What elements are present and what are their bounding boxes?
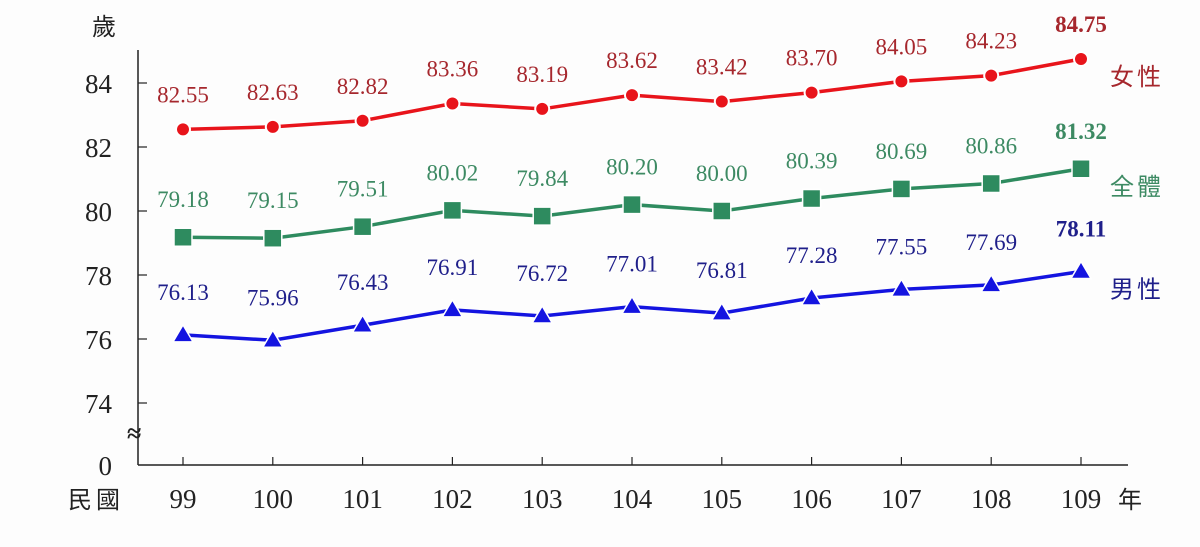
axes: 84 82 80 78 76 74 0 ≈99 100 101 102 103 104 105 106 107…: [85, 50, 1128, 514]
data-label: 83.62: [606, 48, 658, 73]
x-tick-label: 105: [702, 484, 743, 514]
legend-label: 女性: [1110, 64, 1164, 91]
data-point-square: [442, 200, 463, 221]
data-point-square: [712, 201, 732, 221]
data-point-square: [981, 173, 1001, 194]
data-point-square: [173, 227, 193, 247]
data-label: 79.51: [337, 177, 389, 202]
data-label: 76.13: [157, 280, 209, 305]
data-label: 77.55: [876, 234, 928, 259]
data-point-triangle: [1069, 260, 1093, 280]
x-tick-label: 100: [253, 484, 294, 514]
data-point-circle: [893, 73, 910, 90]
data-label: 76.43: [337, 270, 389, 295]
data-label: 78.11: [1056, 216, 1106, 241]
data-label: 79.15: [247, 188, 299, 213]
data-point-square: [263, 228, 283, 248]
data-label: 80.39: [786, 149, 838, 174]
data-label: 81.32: [1055, 119, 1107, 144]
data-point-circle: [175, 121, 191, 138]
data-label: 83.42: [696, 55, 748, 80]
y-tick-label: 80: [85, 197, 112, 227]
data-label: 80.69: [876, 139, 928, 164]
data-label: 76.91: [427, 255, 479, 280]
data-label: 76.81: [696, 258, 748, 283]
data-point-circle: [354, 112, 371, 129]
data-point-triangle: [620, 295, 644, 315]
data-label: 77.01: [606, 252, 658, 277]
data-point-circle: [713, 93, 730, 110]
data-label: 83.36: [427, 56, 479, 81]
data-label: 77.69: [965, 230, 1017, 255]
data-point-triangle: [171, 323, 195, 343]
y-tick-label: 76: [85, 325, 112, 355]
series-1: 79.18 79.15 79.51 80.02 79.84 80.20 80.00 80.39…: [157, 119, 1164, 248]
data-label: 83.19: [516, 62, 568, 87]
data-point-circle: [983, 67, 1000, 84]
data-label: 82.82: [337, 74, 389, 99]
data-point-triangle: [261, 328, 285, 349]
data-point-square: [891, 179, 912, 199]
data-point-triangle: [530, 304, 554, 324]
x-tick-label: 101: [342, 484, 383, 514]
data-point-square: [352, 216, 373, 237]
data-label: 84.23: [965, 29, 1017, 54]
x-axis-prefix: 民國: [68, 488, 124, 514]
data-label: 77.28: [786, 243, 838, 268]
data-label: 80.02: [427, 160, 479, 185]
legend-label: 男性: [1110, 276, 1164, 303]
y-axis-label: 歲: [92, 14, 116, 41]
x-tick-label: 99: [170, 484, 197, 514]
data-label: 82.55: [157, 82, 209, 107]
y-tick-label: 78: [85, 261, 112, 291]
data-point-circle: [1073, 51, 1089, 67]
y-tick-label: 74: [85, 389, 113, 419]
data-point-triangle: [441, 298, 464, 318]
x-tick-label: 102: [432, 484, 473, 514]
data-point-triangle: [979, 273, 1003, 293]
data-label: 79.18: [157, 187, 209, 212]
data-label: 84.05: [876, 34, 928, 59]
data-label: 82.63: [247, 80, 299, 105]
data-label: 79.84: [516, 166, 568, 191]
x-tick-label: 107: [881, 484, 922, 514]
legend-label: 全體: [1110, 174, 1164, 201]
data-point-triangle: [890, 277, 913, 298]
axis-break-mark: ≈: [127, 419, 141, 448]
data-point-square: [622, 194, 642, 215]
series-group: 82.55 82.63 82.82 83.36 83.19 83.62 83.42 83.70…: [157, 12, 1164, 349]
x-tick-label: 103: [522, 484, 563, 514]
y-tick-label: 84: [85, 69, 113, 99]
data-point-square: [532, 206, 552, 226]
data-label: 80.00: [696, 161, 748, 186]
y-tick-label: 82: [85, 133, 112, 163]
x-tick-label: 109: [1061, 484, 1102, 514]
data-point-circle: [444, 95, 461, 112]
data-point-circle: [624, 87, 640, 104]
y-tick-label: 0: [99, 451, 113, 481]
data-point-circle: [264, 118, 281, 135]
data-point-square: [1071, 159, 1091, 179]
series-0: 82.55 82.63 82.82 83.36 83.19 83.62 83.42 83.70…: [157, 12, 1164, 138]
data-label: 76.72: [516, 261, 568, 286]
data-point-triangle: [710, 301, 734, 321]
data-point-triangle: [800, 286, 823, 306]
data-label: 80.20: [606, 155, 658, 180]
data-point-circle: [803, 84, 820, 101]
data-label: 84.75: [1055, 12, 1107, 37]
x-axis-suffix: 年: [1118, 487, 1142, 514]
data-label: 83.70: [786, 46, 838, 71]
data-label: 75.96: [247, 285, 299, 310]
data-point-circle: [534, 100, 551, 117]
series-2: 76.13 75.96 76.43 76.91 76.72 77.01 76.81 77.28…: [157, 216, 1164, 349]
x-tick-label: 104: [612, 484, 653, 514]
x-tick-label: 106: [791, 484, 832, 514]
x-tick-label: 108: [971, 484, 1012, 514]
data-label: 80.86: [965, 133, 1017, 158]
data-point-triangle: [351, 313, 374, 333]
data-point-square: [801, 188, 822, 209]
